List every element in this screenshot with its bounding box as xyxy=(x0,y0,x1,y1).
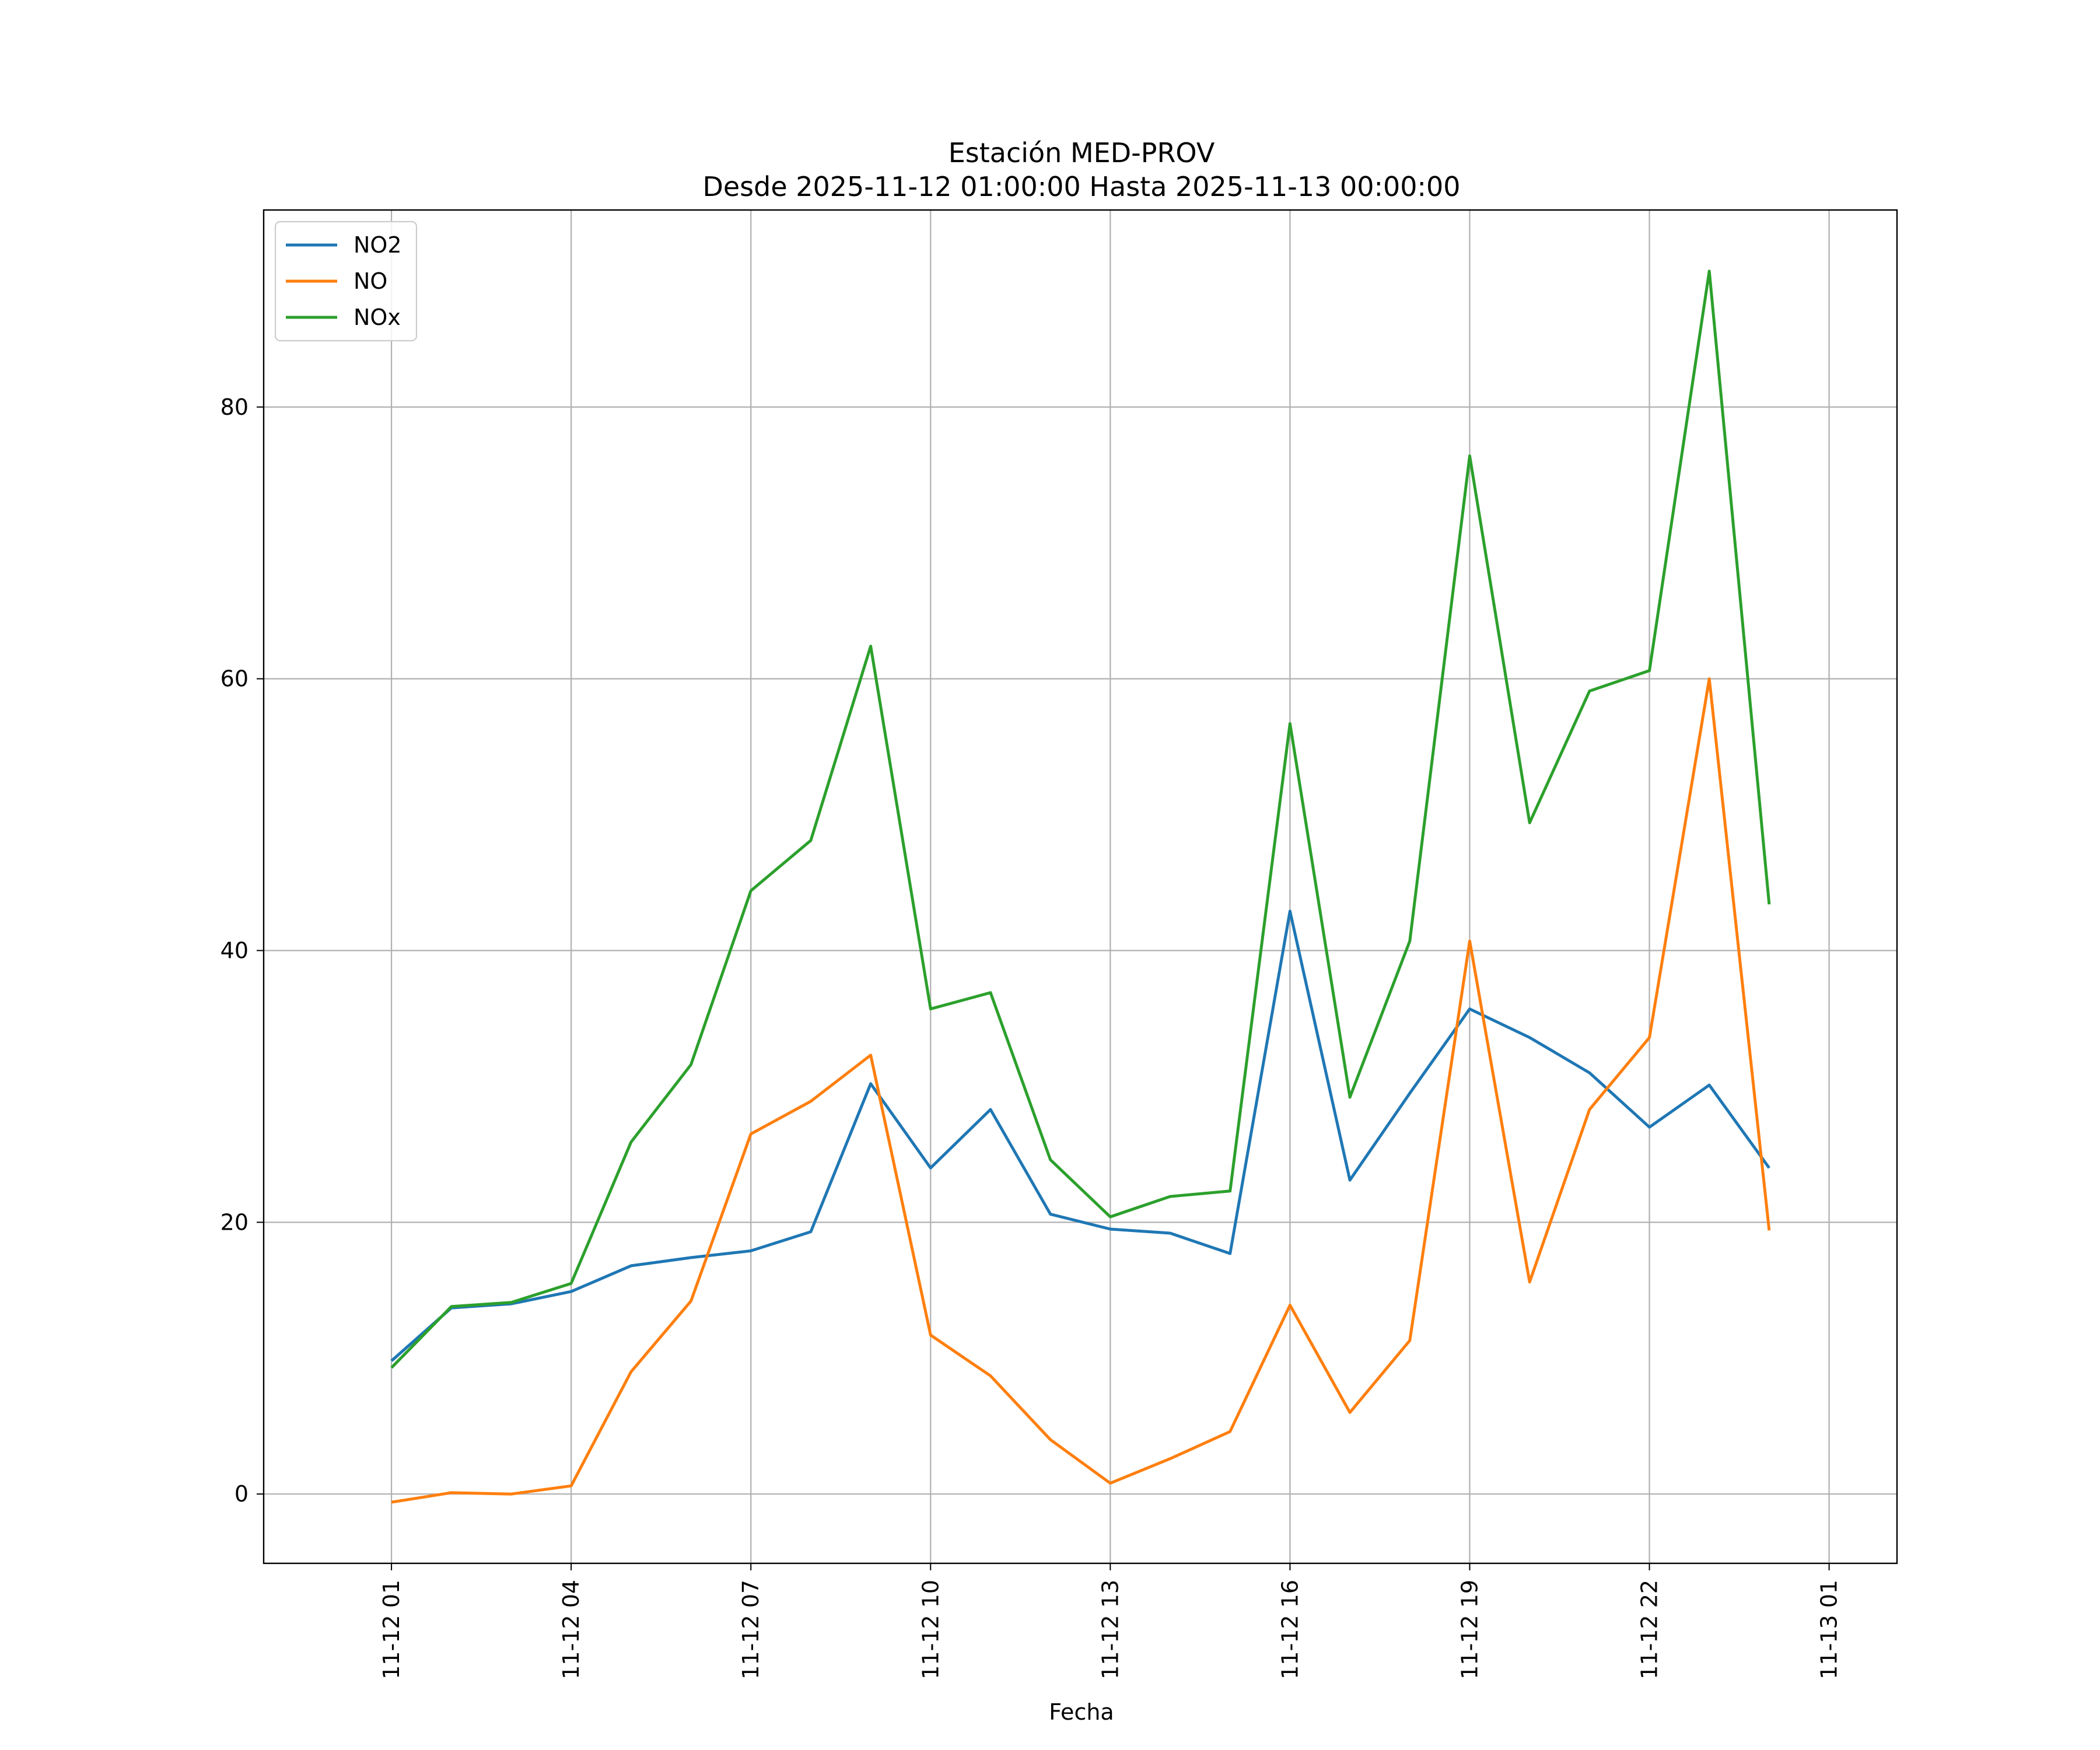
x-tick-label: 11-12 04 xyxy=(558,1580,584,1679)
legend-label-nox: NOx xyxy=(354,304,401,330)
x-axis-label: Fecha xyxy=(1049,1699,1114,1725)
x-tick-label: 11-12 22 xyxy=(1637,1580,1662,1679)
x-tick-label: 11-12 13 xyxy=(1097,1580,1123,1679)
plot-frame xyxy=(262,209,1898,1564)
series-line-no xyxy=(391,677,1771,1504)
x-tick-label: 11-12 19 xyxy=(1457,1580,1482,1679)
y-tick-label: 0 xyxy=(235,1481,249,1507)
legend: NO2 NO NOx xyxy=(274,220,418,342)
x-tick-label: 11-12 07 xyxy=(738,1580,764,1679)
chart-title-line2: Desde 2025-11-12 01:00:00 Hasta 2025-11-… xyxy=(702,171,1460,202)
legend-label-no2: NO2 xyxy=(354,232,402,258)
chart-title-line1: Estación MED-PROV xyxy=(949,137,1215,169)
x-tick-label: 11-12 16 xyxy=(1277,1580,1303,1679)
y-tick-label: 20 xyxy=(220,1209,249,1235)
x-tick-label: 11-12 01 xyxy=(379,1580,404,1679)
y-tick-label: 40 xyxy=(220,937,249,963)
series-lines xyxy=(390,270,1771,1504)
y-axis-ticks: 0 20 40 60 80 xyxy=(220,394,264,1507)
legend-label-no: NO xyxy=(354,268,387,294)
legend-box xyxy=(274,220,418,342)
series-line-nox xyxy=(390,270,1771,1369)
x-tick-label: 11-13 01 xyxy=(1817,1580,1842,1679)
x-axis-ticks: 11-12 01 11-12 04 11-12 07 11-12 10 11-12 13… xyxy=(379,1563,1842,1679)
x-tick-label: 11-12 10 xyxy=(918,1580,943,1679)
y-tick-label: 80 xyxy=(220,394,249,420)
series-line-no2 xyxy=(390,909,1770,1362)
y-tick-label: 60 xyxy=(220,666,249,692)
